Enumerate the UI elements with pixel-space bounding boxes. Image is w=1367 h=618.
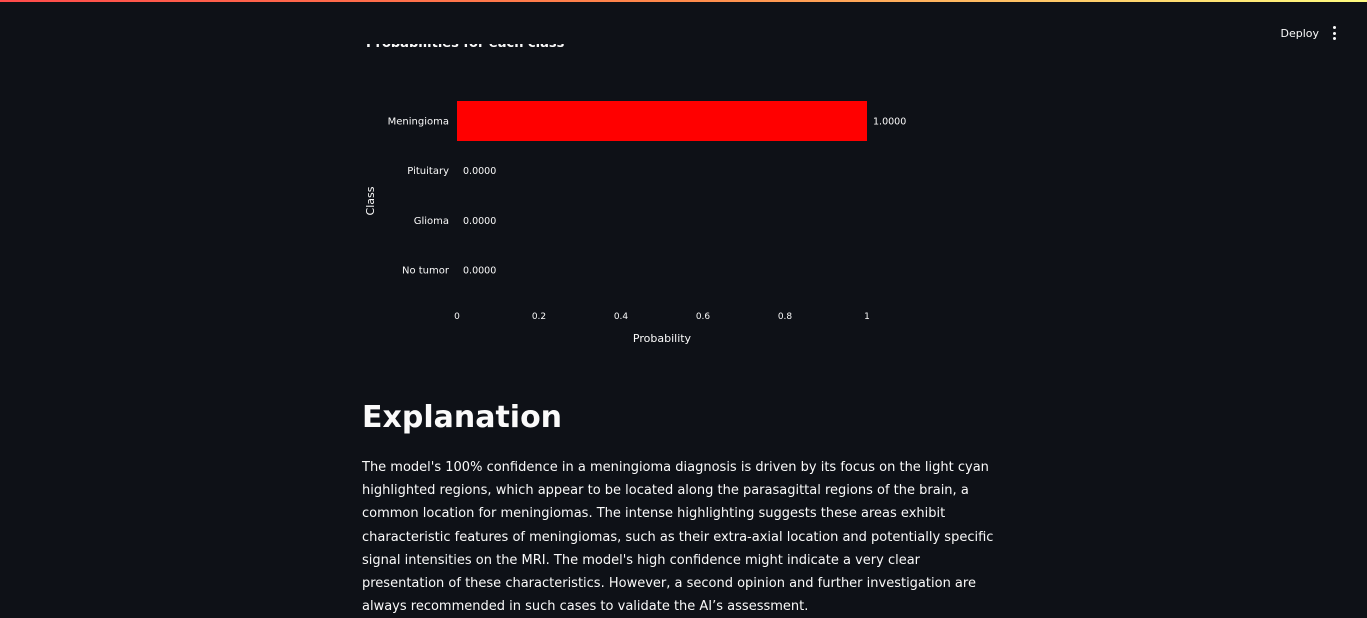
bar-meningioma [457, 101, 867, 141]
value-label: 0.0000 [463, 216, 496, 227]
probability-bar-chart: Meningioma Pituitary Glioma No tumor 0 0.2 0.… [364, 101, 906, 345]
x-tick-label: 0.4 [614, 312, 629, 322]
explanation-heading: Explanation [362, 400, 563, 435]
value-label: 0.0000 [463, 266, 496, 277]
x-tick-label: 1 [864, 312, 870, 322]
y-tick-label: Glioma [414, 216, 449, 227]
value-label: 1.0000 [873, 117, 906, 128]
top-decoration-bar [0, 0, 1367, 2]
y-tick-label: No tumor [402, 266, 450, 277]
x-tick-label: 0.2 [532, 312, 546, 322]
y-tick-label: Meningioma [388, 117, 449, 128]
explanation-text: The model's 100% confidence in a meningi… [362, 460, 994, 615]
y-tick-label: Pituitary [407, 166, 449, 177]
menu-dot [1332, 26, 1336, 29]
y-axis-title: Class [364, 186, 377, 215]
menu-dot [1332, 31, 1336, 35]
value-label: 0.0000 [463, 166, 496, 177]
more-vertical-icon[interactable] [1329, 24, 1339, 42]
x-tick-label: 0.8 [778, 312, 793, 322]
deploy-button[interactable]: Deploy [1280, 24, 1319, 42]
x-tick-label: 0.6 [696, 312, 711, 322]
chart-title: Probabilities for each class [366, 36, 565, 51]
x-axis-title: Probability [633, 332, 692, 345]
x-tick-label: 0 [454, 312, 460, 322]
menu-dot [1332, 37, 1336, 40]
